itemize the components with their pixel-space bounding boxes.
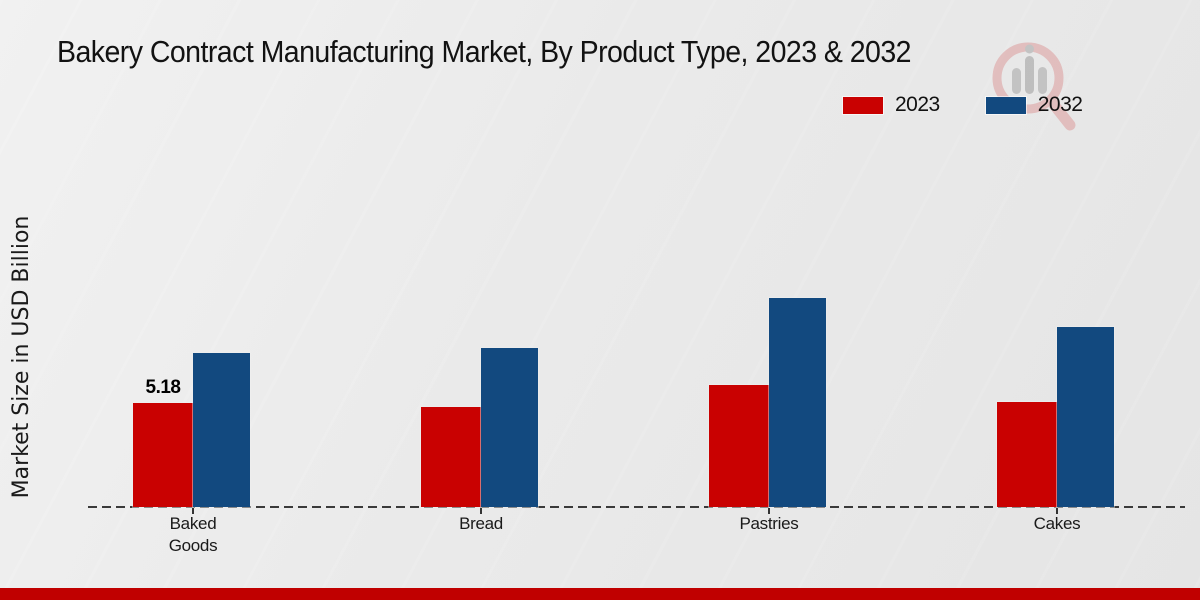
legend-swatch-2032 <box>985 96 1026 114</box>
category-label-pastries: Pastries <box>739 514 799 533</box>
chart-title: Bakery Contract Manufacturing Market, By… <box>57 34 912 69</box>
bar-2032-bread <box>481 348 538 507</box>
bar-2032-cakes <box>1057 327 1114 507</box>
x-axis-tick-baked-goods <box>192 508 194 514</box>
legend-swatch-2023 <box>843 96 883 114</box>
magnifier-bar-chart-logo-icon <box>988 40 1088 140</box>
bar-2023-baked-goods <box>133 403 193 507</box>
x-axis-tick-bread <box>480 508 482 514</box>
bar-2023-pastries <box>709 385 769 507</box>
bar-2023-bread <box>421 407 481 507</box>
legend: 2023 2032 <box>843 93 1083 117</box>
legend-item-2032: 2032 <box>985 93 1083 117</box>
y-axis-label: Market Size in USD Billion <box>9 215 34 499</box>
bar-2032-baked-goods <box>193 353 250 507</box>
value-label-2023-baked-goods: 5.18 <box>145 377 181 398</box>
category-label-baked-goods: Baked Goods <box>168 514 218 556</box>
legend-label-2032: 2032 <box>1037 93 1083 116</box>
x-axis-tick-pastries <box>768 508 770 514</box>
bar-2032-pastries <box>769 298 826 507</box>
legend-label-2023: 2023 <box>895 93 940 116</box>
legend-item-2023: 2023 <box>843 93 940 117</box>
x-axis-tick-cakes <box>1056 508 1058 514</box>
x-axis-baseline <box>88 506 1185 508</box>
category-label-bread: Bread <box>459 514 503 533</box>
footer-accent-band <box>0 588 1200 600</box>
category-label-cakes: Cakes <box>1033 514 1081 533</box>
bar-2023-cakes <box>997 402 1057 507</box>
